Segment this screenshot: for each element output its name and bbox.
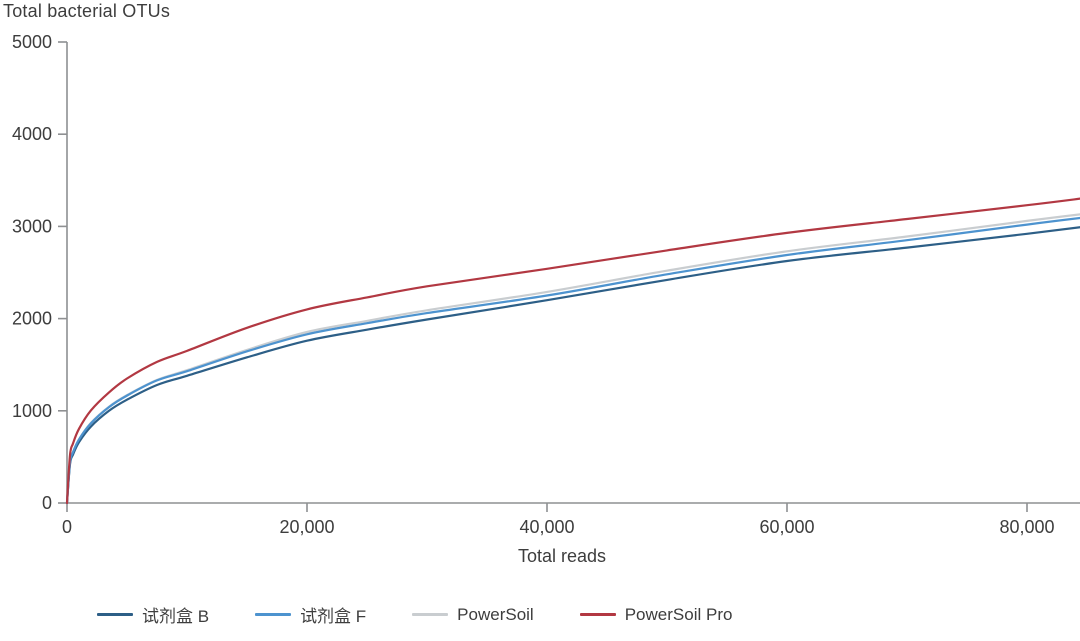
y-tick-label: 3000 xyxy=(12,216,52,236)
legend-item-kit-b: 试剂盒 B xyxy=(97,602,209,627)
x-tick-label: 40,000 xyxy=(519,517,574,537)
legend-swatch-kit-f xyxy=(255,613,292,616)
x-tick-label: 80,000 xyxy=(999,517,1054,537)
legend-swatch-kit-b xyxy=(97,613,133,616)
y-tick-label: 1000 xyxy=(12,401,52,421)
legend-swatch-powersoil-pro xyxy=(579,613,616,616)
y-tick-label: 2000 xyxy=(12,309,52,329)
legend-label: PowerSoil xyxy=(457,604,534,624)
legend-label: 试剂盒 F xyxy=(300,607,367,626)
y-tick-label: 5000 xyxy=(12,32,52,52)
legend-item-kit-f: 试剂盒 F xyxy=(255,602,366,627)
legend-label: PowerSoil Pro xyxy=(624,604,733,624)
legend-swatch-powersoil xyxy=(412,613,449,616)
y-tick-label: 4000 xyxy=(12,124,52,144)
x-tick-label: 20,000 xyxy=(279,517,334,537)
series-line-powersoil-pro xyxy=(65,197,1080,505)
x-tick-label: 60,000 xyxy=(759,517,814,537)
series-line-kit-b xyxy=(65,226,1080,505)
legend-item-powersoil: PowerSoil xyxy=(412,605,534,625)
series-line-powersoil xyxy=(65,213,1080,505)
series-line-kit-f xyxy=(65,216,1080,505)
chart-title: Total bacterial OTUs xyxy=(3,1,171,21)
x-axis-label: Total reads xyxy=(517,546,607,566)
legend: 试剂盒 B 试剂盒 F PowerSoil PowerSoil Pro xyxy=(97,602,732,627)
legend-item-powersoil-pro: PowerSoil Pro xyxy=(579,604,733,625)
x-tick-label: 0 xyxy=(62,517,72,537)
y-tick-label: 0 xyxy=(42,493,52,513)
legend-label: 试剂盒 B xyxy=(142,607,210,626)
